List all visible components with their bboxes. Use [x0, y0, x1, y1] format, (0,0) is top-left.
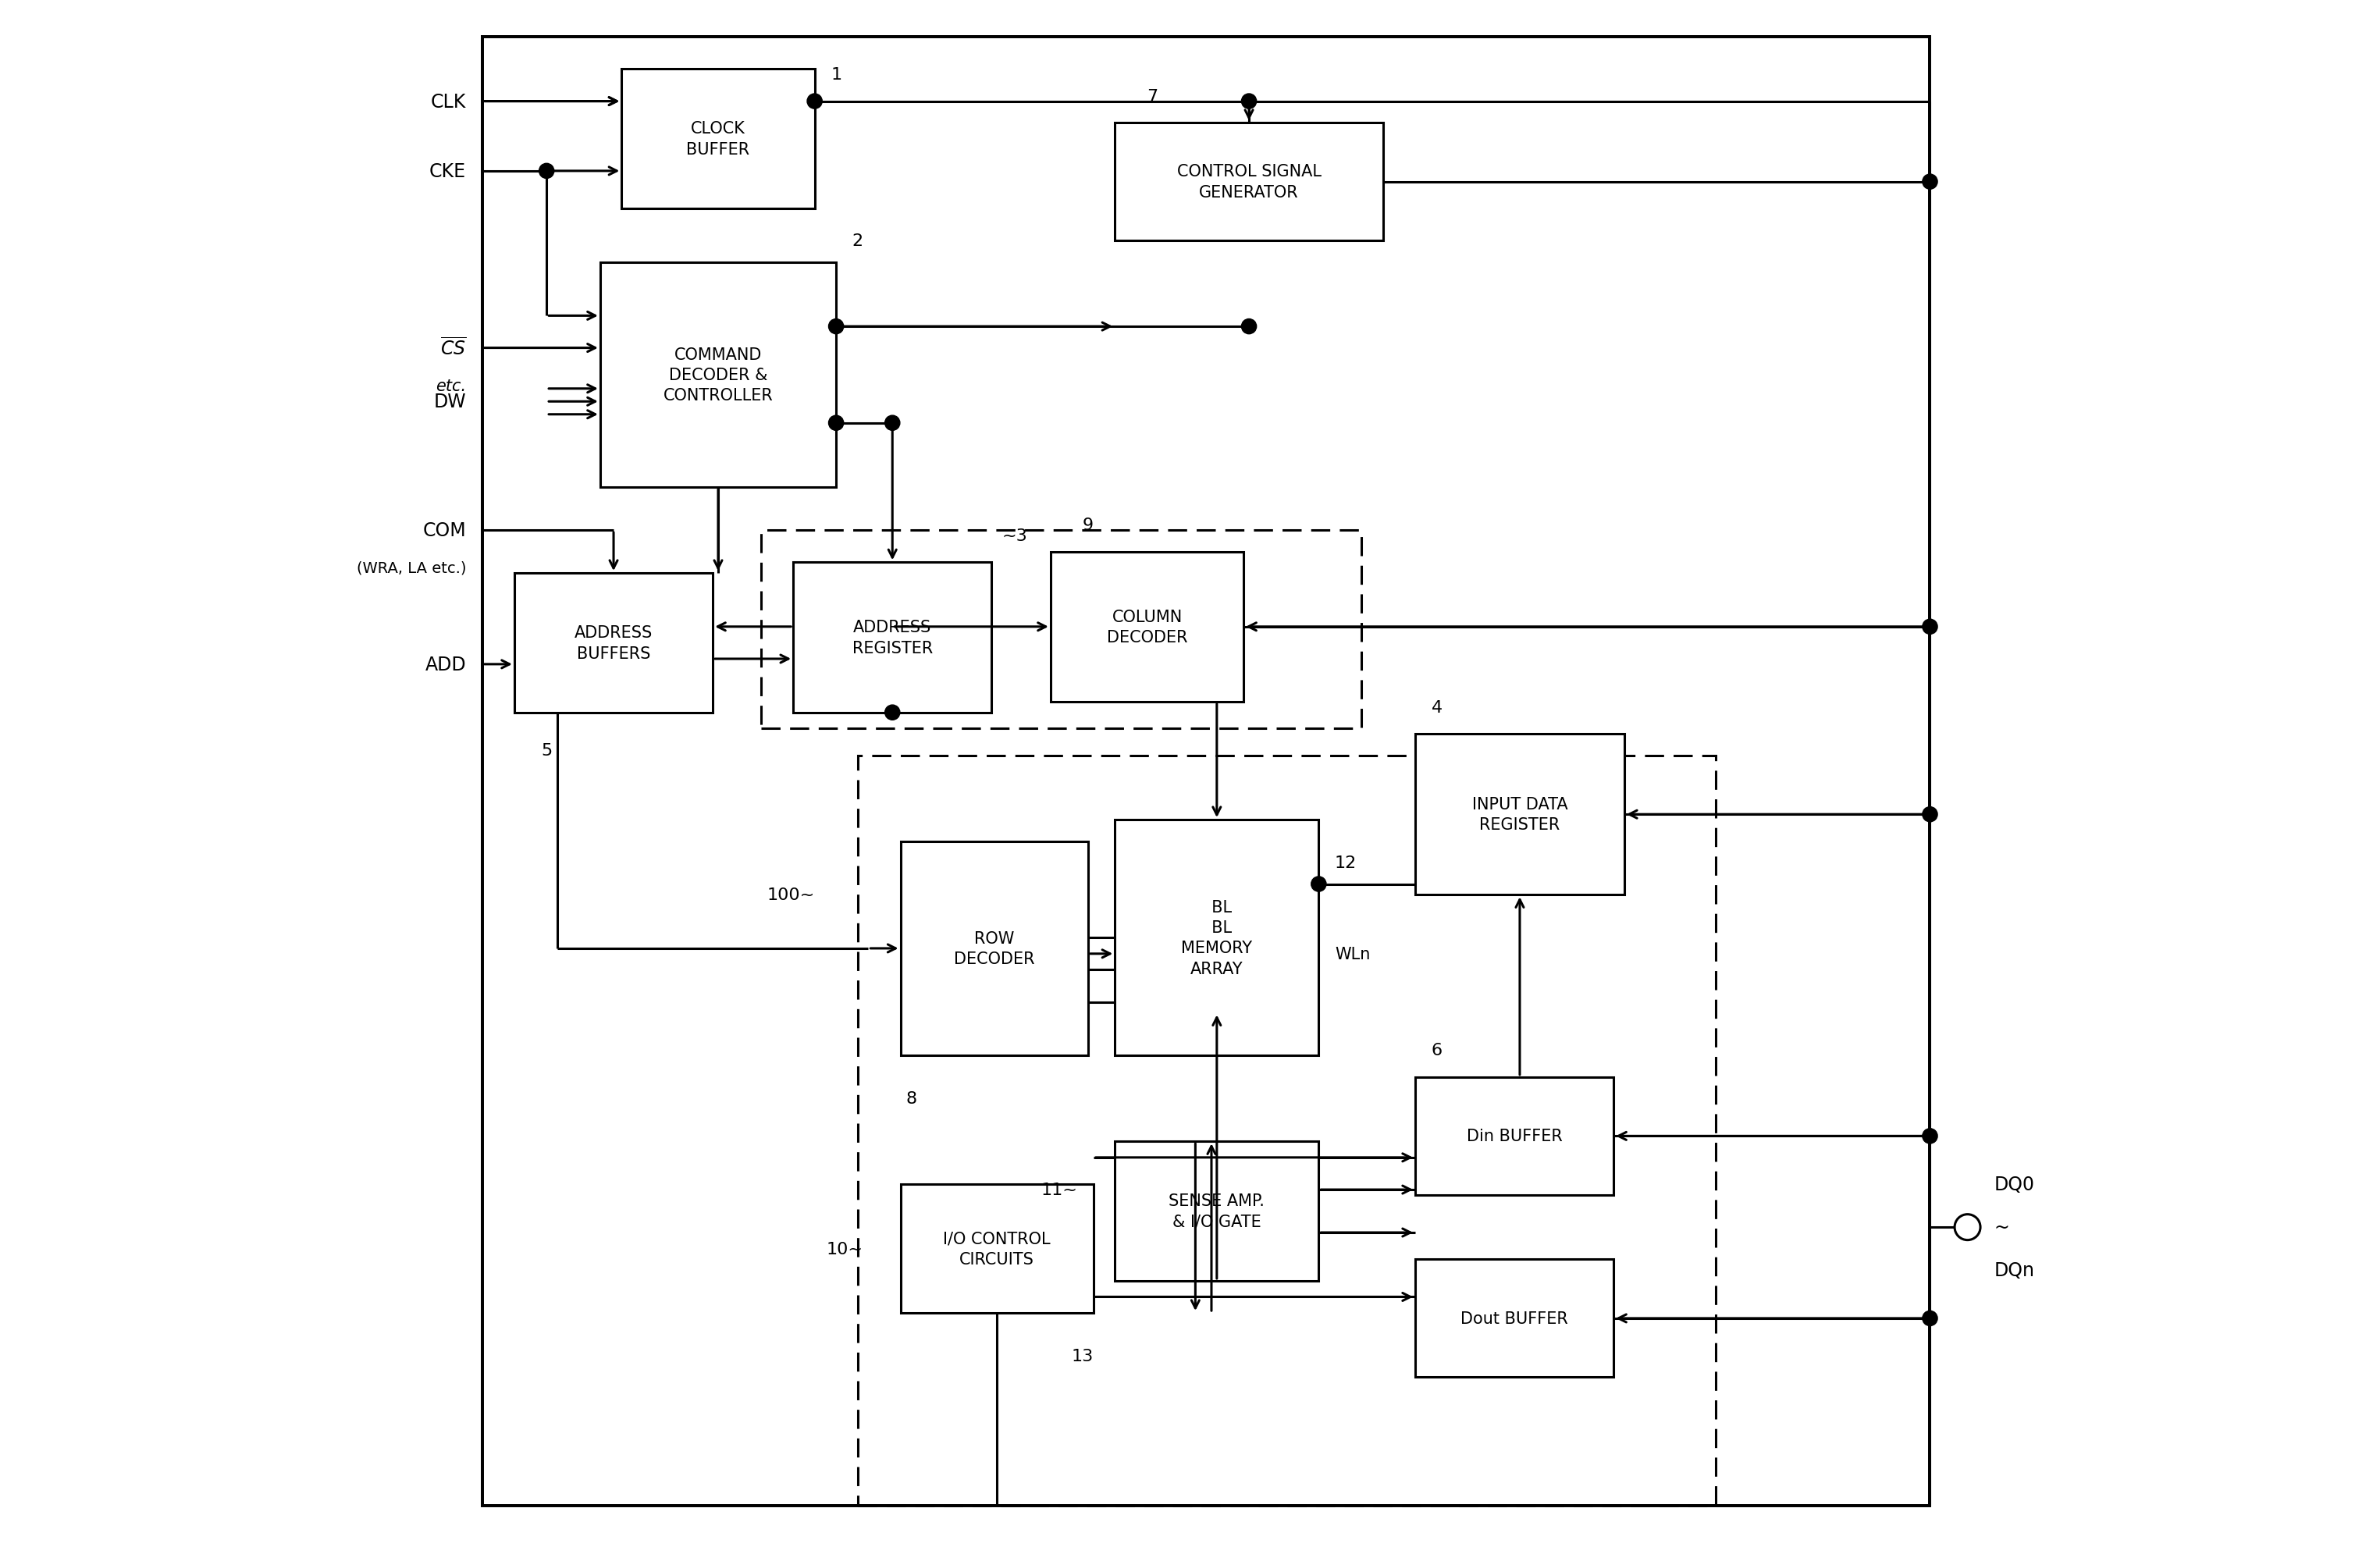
Circle shape	[1242, 94, 1257, 110]
Bar	[514, 573, 712, 712]
Text: CONTROL SIGNAL
GENERATOR: CONTROL SIGNAL GENERATOR	[1176, 164, 1321, 200]
Bar	[1416, 1077, 1614, 1196]
Text: 4: 4	[1430, 700, 1442, 715]
Text: ~3: ~3	[1002, 527, 1028, 543]
Text: 11~: 11~	[1040, 1182, 1078, 1197]
Text: DW: DW	[433, 393, 466, 412]
Text: SENSE AMP.
& I/O GATE: SENSE AMP. & I/O GATE	[1169, 1193, 1264, 1230]
Text: $\overline{CS}$: $\overline{CS}$	[440, 338, 466, 358]
Text: 5: 5	[540, 742, 552, 757]
Text: COMMAND
DECODER &
CONTROLLER: COMMAND DECODER & CONTROLLER	[664, 347, 774, 404]
Bar	[857, 756, 1716, 1506]
Circle shape	[538, 164, 555, 178]
Circle shape	[1311, 876, 1326, 892]
Circle shape	[1923, 808, 1937, 822]
Bar	[1416, 1260, 1614, 1377]
Text: CKE: CKE	[428, 163, 466, 182]
Bar	[621, 70, 814, 210]
Bar	[762, 531, 1361, 729]
Circle shape	[885, 416, 900, 430]
Bar	[1114, 820, 1319, 1056]
Text: CLK: CLK	[431, 92, 466, 111]
Bar	[900, 842, 1088, 1056]
Text: 8: 8	[907, 1091, 916, 1106]
Bar	[1050, 552, 1245, 703]
Text: ADDRESS
BUFFERS: ADDRESS BUFFERS	[574, 624, 652, 662]
Text: I/O CONTROL
CIRCUITS: I/O CONTROL CIRCUITS	[942, 1230, 1050, 1266]
Bar	[1114, 124, 1383, 241]
Text: ROW
DECODER: ROW DECODER	[954, 931, 1035, 967]
Text: BL
  BL
MEMORY
ARRAY: BL BL MEMORY ARRAY	[1180, 900, 1252, 977]
Bar	[793, 563, 992, 712]
Text: 100~: 100~	[766, 887, 814, 903]
Text: WLn: WLn	[1335, 947, 1371, 962]
Circle shape	[1923, 1128, 1937, 1144]
Text: INPUT DATA
REGISTER: INPUT DATA REGISTER	[1471, 797, 1568, 833]
Circle shape	[828, 319, 843, 335]
Text: CLOCK
BUFFER: CLOCK BUFFER	[685, 122, 750, 158]
Text: ~: ~	[1994, 1218, 2009, 1236]
Circle shape	[1923, 1311, 1937, 1326]
Text: 13: 13	[1071, 1347, 1095, 1363]
Text: ADDRESS
REGISTER: ADDRESS REGISTER	[852, 620, 933, 656]
Circle shape	[1923, 175, 1937, 189]
Text: DQ0: DQ0	[1994, 1175, 2035, 1194]
Text: 6: 6	[1430, 1042, 1442, 1058]
Text: COLUMN
DECODER: COLUMN DECODER	[1107, 609, 1188, 645]
Circle shape	[885, 706, 900, 720]
Text: 10~: 10~	[826, 1241, 864, 1257]
Bar	[900, 1185, 1092, 1313]
Text: 7: 7	[1147, 89, 1159, 105]
Text: 2: 2	[852, 233, 864, 249]
Text: ADD: ADD	[426, 656, 466, 675]
Bar	[600, 263, 835, 488]
Circle shape	[828, 416, 843, 430]
Text: 9: 9	[1083, 518, 1095, 534]
Bar	[1416, 734, 1623, 895]
Text: DQn: DQn	[1994, 1261, 2035, 1280]
Text: etc.: etc.	[436, 379, 466, 394]
Circle shape	[1242, 319, 1257, 335]
Bar	[1114, 1141, 1319, 1280]
Text: Dout BUFFER: Dout BUFFER	[1461, 1310, 1568, 1326]
Circle shape	[807, 94, 821, 110]
Text: Din BUFFER: Din BUFFER	[1466, 1128, 1561, 1144]
Text: COM: COM	[424, 521, 466, 540]
Text: 12: 12	[1335, 854, 1357, 870]
Circle shape	[1923, 620, 1937, 634]
Text: (WRA, LA etc.): (WRA, LA etc.)	[357, 560, 466, 576]
Text: 1: 1	[831, 67, 843, 83]
